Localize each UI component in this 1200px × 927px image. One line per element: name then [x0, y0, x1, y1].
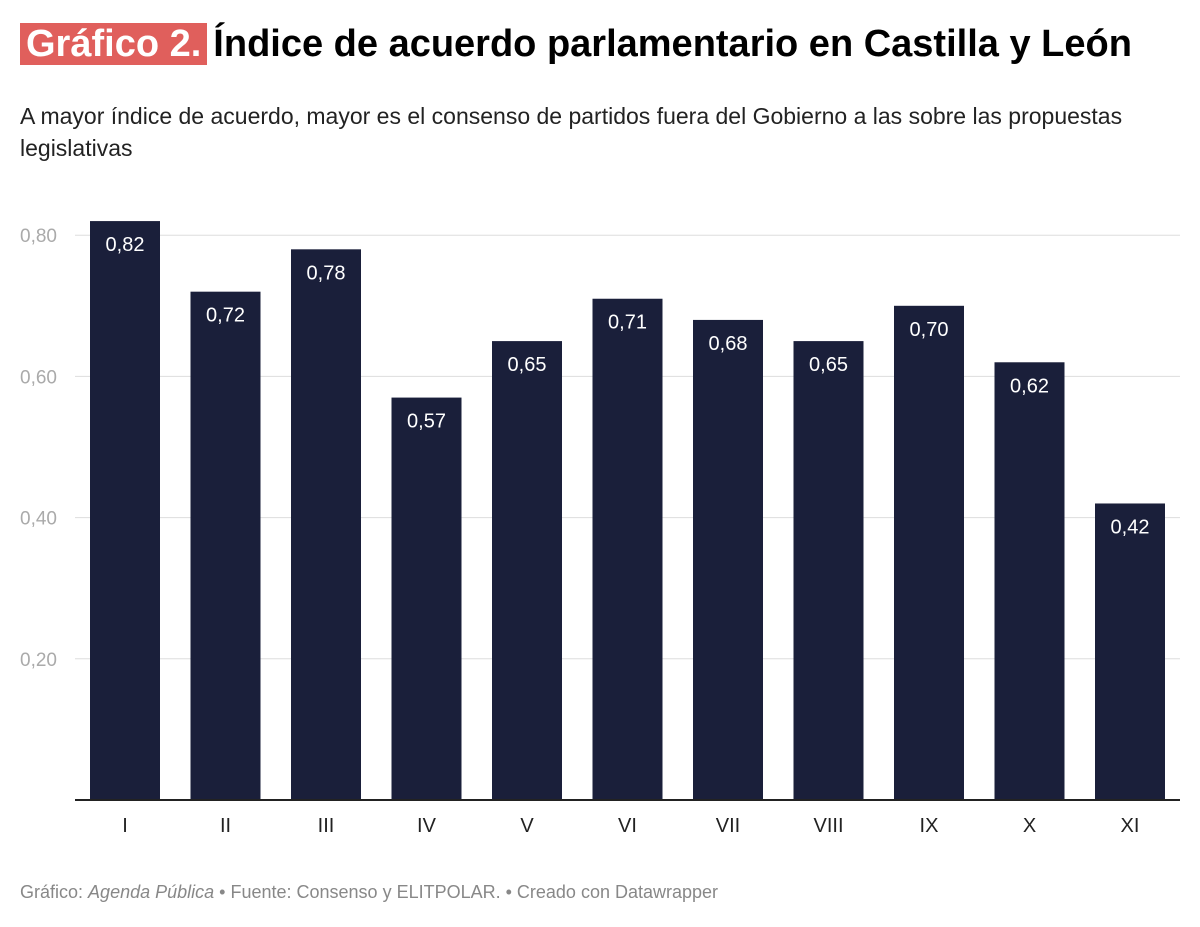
footer-credits: • Fuente: Consenso y ELITPOLAR. • Creado…	[219, 882, 719, 902]
bar	[291, 249, 361, 800]
bar-chart: 0,20 0,40 0,60 0,80 0,82 I 0,72 II 0,78 III 0,57 IV…	[20, 221, 1180, 837]
y-tick-label: 0,60	[20, 367, 57, 388]
bar-value-label: 0,62	[1010, 375, 1049, 397]
chart-tag: Gráfico 2.	[20, 23, 208, 65]
bar-value-label: 0,57	[407, 411, 446, 433]
x-tick-label: VI	[618, 815, 637, 837]
footer-source-link[interactable]: Agenda Pública	[88, 882, 215, 902]
bar	[894, 305, 964, 800]
x-tick-label: XI	[1121, 815, 1140, 837]
bar-value-label: 0,70	[910, 319, 949, 341]
bar	[1095, 503, 1165, 800]
x-tick-label: I	[122, 815, 128, 837]
bar	[492, 341, 562, 800]
y-tick-label: 0,80	[20, 226, 57, 247]
bar	[391, 397, 462, 800]
y-tick-label: 0,40	[20, 509, 57, 530]
chart-header: Gráfico 2. Índice de acuerdo parlamentari…	[20, 18, 1180, 164]
chart-footer: Gráfico: Agenda Pública • Fuente: Consen…	[20, 882, 718, 903]
chart-title-text: Índice de acuerdo parlamentario en Casti…	[213, 23, 1132, 65]
x-tick-label: VIII	[813, 815, 843, 837]
bar-value-label: 0,68	[709, 333, 748, 355]
bar-value-label: 0,65	[809, 354, 848, 376]
x-tick-label: II	[220, 815, 231, 837]
x-tick-label: VII	[716, 815, 740, 837]
bar-value-label: 0,78	[307, 262, 346, 284]
bar-value-label: 0,72	[206, 305, 245, 327]
bar-value-label: 0,65	[508, 354, 547, 376]
bar-value-label: 0,71	[608, 312, 647, 334]
chart-title: Gráfico 2. Índice de acuerdo parlamentari…	[20, 18, 1180, 70]
bar	[994, 362, 1065, 800]
bar	[90, 221, 160, 800]
x-tick-label: IX	[920, 815, 939, 837]
x-tick-label: V	[520, 815, 534, 837]
x-tick-label: III	[318, 815, 335, 837]
chart-subtitle: A mayor índice de acuerdo, mayor es el c…	[20, 103, 1123, 161]
y-tick-label: 0,20	[20, 650, 57, 671]
bar	[693, 319, 763, 800]
footer-prefix: Gráfico:	[20, 882, 84, 902]
bar-value-label: 0,42	[1111, 516, 1150, 538]
bar	[793, 341, 864, 800]
bar	[592, 298, 663, 800]
bar	[190, 291, 261, 800]
x-tick-label: IV	[417, 815, 437, 837]
bar-value-label: 0,82	[106, 234, 145, 256]
x-tick-label: X	[1023, 815, 1036, 837]
